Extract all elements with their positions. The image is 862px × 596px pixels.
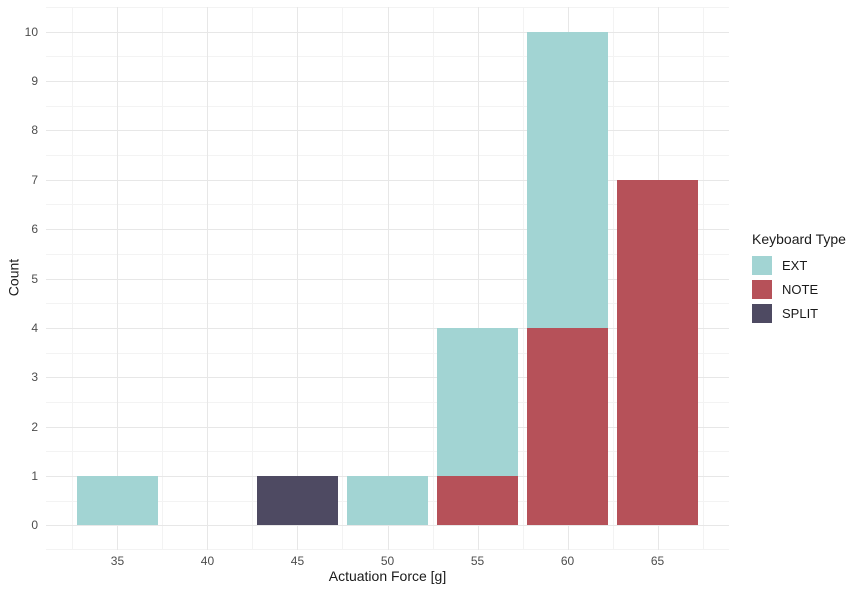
y-tick-label: 4: [31, 320, 38, 335]
bar-segment-note-x55: [437, 475, 518, 526]
x-tick-label: 45: [290, 554, 305, 568]
y-tick-label: 9: [31, 74, 38, 89]
x-tick-label: 35: [110, 554, 125, 568]
y-tick-label: 10: [24, 24, 38, 39]
gridline-y-major: [46, 278, 729, 280]
x-tick-label: 40: [200, 554, 215, 568]
gridline-y-major: [46, 179, 729, 181]
y-tick-label: 2: [31, 419, 38, 434]
bar-segment-note-x60: [527, 327, 609, 526]
gridline-y-major: [46, 377, 729, 379]
legend-swatch-split: [752, 304, 772, 323]
bar-segment-ext-x35: [76, 475, 158, 526]
legend-label: SPLIT: [782, 306, 819, 321]
y-tick-label: 7: [31, 172, 38, 187]
legend-item-split: SPLIT: [752, 304, 846, 323]
legend-items: EXT NOTE SPLIT: [752, 256, 846, 323]
gridline-y-major: [46, 130, 729, 132]
gridline-y-major: [46, 426, 729, 428]
x-tick-label: 65: [650, 554, 665, 568]
y-tick-label: 0: [31, 518, 38, 533]
bar-segment-ext-x60: [527, 31, 609, 328]
legend: Keyboard Type EXT NOTE SPLIT: [752, 231, 846, 328]
gridline-y-major: [46, 229, 729, 231]
x-tick-label: 60: [560, 554, 575, 568]
bar-segment-note-x65: [617, 179, 699, 526]
bar-segment-ext-x55: [437, 327, 518, 476]
y-tick-label: 1: [31, 468, 38, 483]
y-tick-label: 6: [31, 222, 38, 237]
legend-item-ext: EXT: [752, 256, 846, 275]
y-tick-label: 3: [31, 370, 38, 385]
y-tick-label: 8: [31, 123, 38, 138]
y-axis-title: Count: [5, 258, 22, 297]
legend-label: EXT: [782, 258, 808, 273]
gridline-y-major: [46, 327, 729, 329]
x-axis-title: Actuation Force [g]: [328, 568, 447, 584]
bar-segment-split-x45: [256, 475, 338, 526]
gridline-y-major: [46, 31, 729, 33]
legend-label: NOTE: [782, 282, 819, 297]
x-tick-label: 50: [380, 554, 395, 568]
legend-swatch-ext: [752, 256, 772, 275]
gridline-y-major: [46, 525, 729, 527]
bar-segment-ext-x50: [346, 475, 428, 526]
legend-title: Keyboard Type: [752, 231, 846, 247]
legend-swatch-note: [752, 280, 772, 299]
gridline-y-major: [46, 81, 729, 83]
plot-panel: [46, 7, 729, 550]
x-tick-label: 55: [470, 554, 485, 568]
legend-item-note: NOTE: [752, 280, 846, 299]
y-tick-label: 5: [31, 271, 38, 286]
